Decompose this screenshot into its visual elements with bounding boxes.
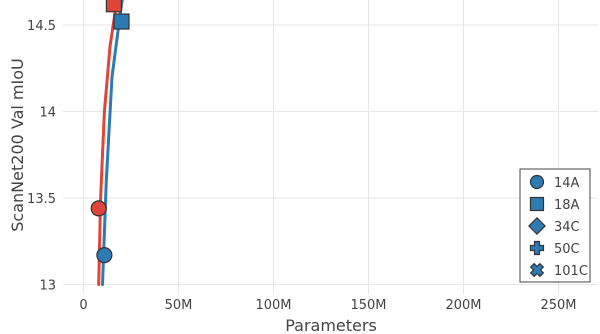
x-tick-label: 150M bbox=[350, 298, 386, 313]
legend-label: 50C bbox=[554, 242, 580, 257]
fit-curve-series-1 bbox=[101, 0, 124, 286]
data-point-square-series-2 bbox=[105, 0, 123, 13]
legend-label: 34C bbox=[554, 220, 580, 235]
y-tick-label: 14 bbox=[39, 106, 56, 121]
data-markers bbox=[90, 0, 130, 264]
legend-marker-x bbox=[529, 262, 545, 278]
data-point-square-series-1 bbox=[113, 13, 130, 30]
legend-label: 18A bbox=[554, 198, 580, 213]
legend-box bbox=[519, 168, 591, 283]
x-tick-label: 50M bbox=[165, 298, 193, 313]
x-tick-label: 200M bbox=[445, 298, 481, 313]
legend-label: 14A bbox=[554, 176, 580, 191]
x-axis-ticks: 0 50M 100M 150M 200M 250M bbox=[79, 298, 576, 313]
x-tick-label: 0 bbox=[79, 298, 87, 313]
legend-marker-diamond bbox=[528, 217, 546, 235]
x-tick-label: 250M bbox=[540, 298, 576, 313]
x-axis-title: Parameters bbox=[285, 316, 377, 334]
fit-curves bbox=[97, 0, 124, 286]
grid bbox=[63, 0, 598, 294]
legend-marker-square bbox=[529, 196, 545, 212]
legend-marker-circle bbox=[529, 174, 545, 190]
legend-marker-cross bbox=[529, 240, 545, 256]
x-tick-label: 100M bbox=[255, 298, 291, 313]
legend-label: 101C bbox=[554, 264, 588, 279]
fit-curve-series-2 bbox=[97, 0, 120, 286]
y-tick-label: 14.5 bbox=[27, 19, 56, 34]
legend: 14A 18A 34C 50C 101C bbox=[519, 168, 591, 283]
data-point-circle-series-1 bbox=[96, 246, 113, 264]
y-tick-label: 13 bbox=[39, 279, 56, 294]
data-point-circle-series-2 bbox=[90, 200, 107, 217]
y-axis-title: ScanNet200 Val mIoU bbox=[8, 58, 27, 231]
y-tick-label: 13.5 bbox=[27, 192, 56, 207]
